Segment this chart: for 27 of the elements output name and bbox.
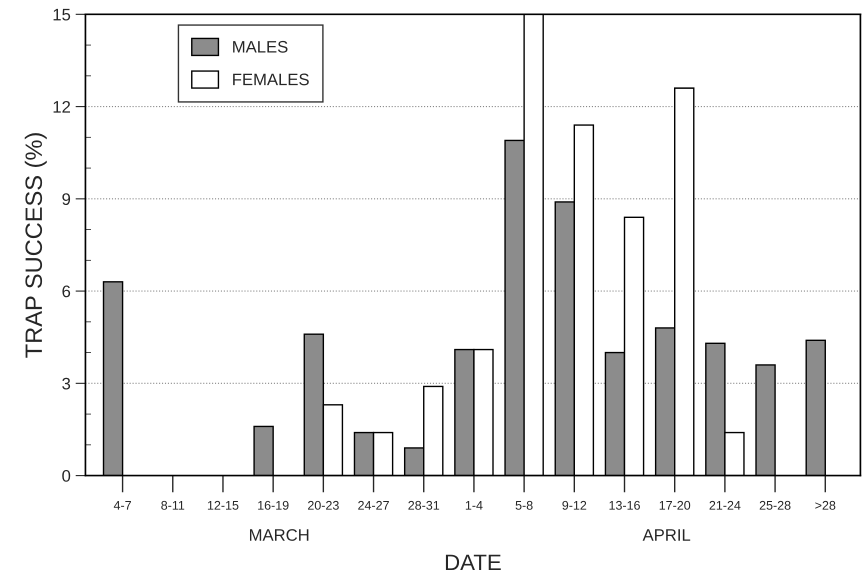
legend-label: FEMALES bbox=[233, 74, 309, 86]
x-tick-label: 9-12 bbox=[562, 500, 586, 510]
x-axis-title: DATE bbox=[446, 554, 501, 570]
x-tick-label: 17-20 bbox=[660, 500, 690, 510]
y-tick-label: 3 bbox=[62, 378, 70, 390]
x-tick-label: 5-8 bbox=[516, 500, 533, 510]
x-tick-label: 24-27 bbox=[358, 500, 389, 510]
y-tick-label: 15 bbox=[54, 8, 70, 21]
text: APRIL bbox=[642, 529, 690, 541]
x-tick-label: 4-7 bbox=[114, 501, 131, 510]
x-tick-label: 20-23 bbox=[308, 500, 339, 510]
y-axis-title: TRAP SUCCESS (%) bbox=[24, 133, 47, 358]
x-tick-label: 13-16 bbox=[609, 500, 640, 510]
y-tick-label: 6 bbox=[62, 285, 70, 298]
x-tick-label: 25-28 bbox=[760, 500, 791, 510]
x-tick-label: >28 bbox=[815, 500, 836, 510]
y-tick-label: 12 bbox=[54, 100, 70, 113]
x-tick-label: 12-15 bbox=[208, 500, 238, 510]
x-tick-label: 28-31 bbox=[408, 500, 440, 510]
y-tick-label: 0 bbox=[62, 470, 70, 482]
y-tick-label: 9 bbox=[62, 193, 70, 206]
legend-label: MALES bbox=[233, 40, 288, 53]
x-tick-label: 8-11 bbox=[161, 500, 184, 510]
text: MARCH bbox=[250, 529, 308, 541]
x-tick-label: 1-4 bbox=[466, 501, 483, 510]
x-tick-label: 16-19 bbox=[258, 500, 289, 510]
x-tick-label: 21-24 bbox=[710, 500, 741, 510]
